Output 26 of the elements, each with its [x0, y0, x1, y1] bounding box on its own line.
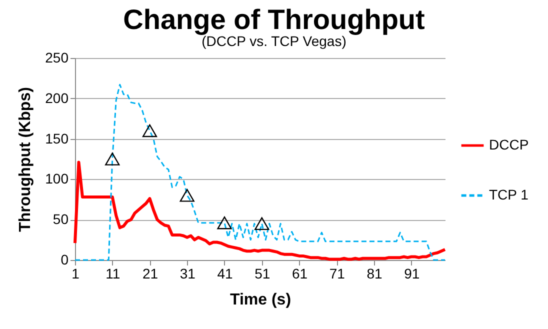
y-tick-label: 150 — [45, 130, 69, 146]
legend-label: DCCP — [489, 136, 529, 152]
legend-label: TCP 1 — [489, 186, 529, 202]
point — [217, 216, 232, 230]
y-tick-label: 250 — [45, 50, 69, 66]
x-tick-label: 81 — [366, 266, 382, 282]
x-tick-label: 41 — [217, 266, 233, 282]
y-axis-title: Throughput (Kbps) — [17, 87, 34, 232]
x-tick-label: 71 — [329, 266, 346, 282]
y-tick-label: 50 — [52, 211, 69, 228]
y-tick-label: 200 — [45, 90, 69, 106]
y-tick-label: 0 — [60, 252, 69, 268]
x-tick-label: 61 — [292, 266, 308, 282]
chart-title: Change of Throughput — [123, 4, 425, 35]
point — [254, 217, 270, 230]
x-tick-label: 91 — [404, 266, 420, 282]
x-tick-label: 31 — [180, 266, 196, 282]
x-tick-label: 21 — [142, 266, 158, 282]
point — [180, 188, 194, 202]
x-tick-label: 51 — [254, 266, 270, 282]
x-axis-title: Time (s) — [230, 292, 292, 308]
y-tick-label: 100 — [45, 170, 69, 187]
x-tick-label: 11 — [106, 266, 120, 282]
x-tick-label: 1 — [72, 266, 80, 282]
point — [105, 152, 120, 166]
point — [142, 124, 158, 138]
